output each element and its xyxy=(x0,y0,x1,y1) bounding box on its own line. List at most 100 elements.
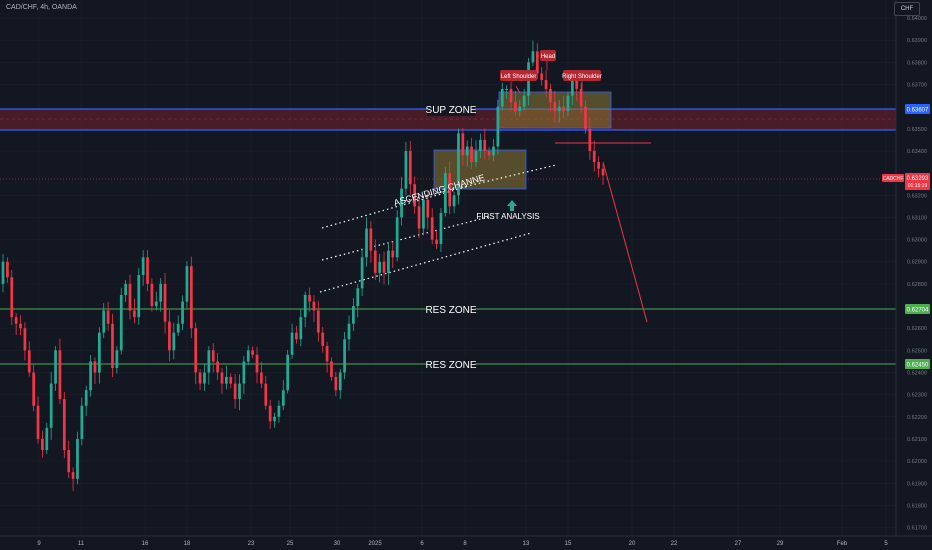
candle-body[interactable] xyxy=(203,372,206,384)
candle-body[interactable] xyxy=(343,339,346,373)
candle-body[interactable] xyxy=(378,261,381,273)
candle-body[interactable] xyxy=(496,106,500,147)
candle-body[interactable] xyxy=(23,328,27,351)
candle-body[interactable] xyxy=(408,150,412,185)
candle-body[interactable] xyxy=(181,301,184,324)
candle-body[interactable] xyxy=(119,294,123,351)
left-shoulder-label[interactable]: Left Shoulder xyxy=(500,70,537,81)
candle-body[interactable] xyxy=(14,317,18,324)
candle-body[interactable] xyxy=(430,217,434,240)
candle-body[interactable] xyxy=(137,275,141,318)
candle-body[interactable] xyxy=(207,350,211,373)
candle-body[interactable] xyxy=(80,405,84,439)
candle-body[interactable] xyxy=(255,354,259,373)
candle-body[interactable] xyxy=(216,361,219,373)
candle-body[interactable] xyxy=(584,106,587,129)
time-axis[interactable]: 9 11 16 18 23 25 30 2025 6 8 13 15 20 22 27 29 Feb 5 xyxy=(37,541,888,547)
candle-body[interactable] xyxy=(124,283,127,295)
candle-body[interactable] xyxy=(365,228,368,258)
candle-body[interactable] xyxy=(531,51,535,63)
res-zone-label-2[interactable]: RES ZONE xyxy=(425,360,476,371)
candle-body[interactable] xyxy=(404,150,408,189)
candle-body[interactable] xyxy=(483,139,487,151)
candle-body[interactable] xyxy=(356,288,360,307)
candle-body[interactable] xyxy=(36,405,40,439)
candle-body[interactable] xyxy=(395,217,399,258)
candle-body[interactable] xyxy=(325,345,329,362)
first-analysis-label[interactable]: FIRST ANALYSIS xyxy=(476,212,539,221)
candle-body[interactable] xyxy=(514,102,517,112)
candle-body[interactable] xyxy=(198,372,202,384)
candle-body[interactable] xyxy=(505,88,509,90)
candle-body[interactable] xyxy=(229,376,233,384)
candle-body[interactable] xyxy=(76,438,79,479)
candle-body[interactable] xyxy=(553,102,557,112)
candle-body[interactable] xyxy=(400,188,403,218)
candle-body[interactable] xyxy=(487,150,491,156)
candle-body[interactable] xyxy=(312,301,316,311)
candle-body[interactable] xyxy=(562,106,565,112)
candle-body[interactable] xyxy=(115,350,119,369)
candle-body[interactable] xyxy=(220,372,224,384)
candle-body[interactable] xyxy=(189,266,193,329)
candle-body[interactable] xyxy=(557,106,561,112)
candle-body[interactable] xyxy=(387,250,390,273)
candle-body[interactable] xyxy=(242,361,246,384)
sup-zone-label[interactable]: SUP ZONE xyxy=(426,105,477,116)
candle-body[interactable] xyxy=(71,472,75,479)
candle-body[interactable] xyxy=(106,310,110,324)
candle-body[interactable] xyxy=(194,328,198,373)
candle-body[interactable] xyxy=(268,405,272,422)
candle-body[interactable] xyxy=(146,257,149,284)
candle-body[interactable] xyxy=(273,416,276,422)
candle-body[interactable] xyxy=(303,294,307,318)
candle-body[interactable] xyxy=(492,146,495,156)
candle-body[interactable] xyxy=(518,106,522,112)
candle-body[interactable] xyxy=(163,283,167,322)
candle-body[interactable] xyxy=(500,88,504,107)
candle-body[interactable] xyxy=(465,146,469,156)
candle-body[interactable] xyxy=(260,372,263,384)
candle-body[interactable] xyxy=(566,95,570,112)
candle-body[interactable] xyxy=(238,383,241,400)
candle-body[interactable] xyxy=(426,199,430,218)
currency-button[interactable]: CHF xyxy=(894,2,920,16)
candle-body[interactable] xyxy=(439,213,443,245)
candle-body[interactable] xyxy=(185,266,189,302)
candle-body[interactable] xyxy=(373,250,377,273)
candle-body[interactable] xyxy=(93,361,97,373)
candle-body[interactable] xyxy=(27,350,31,373)
candle-body[interactable] xyxy=(58,350,62,400)
candle-body[interactable] xyxy=(159,283,163,302)
candle-body[interactable] xyxy=(251,350,254,355)
candle-body[interactable] xyxy=(150,283,154,307)
candle-body[interactable] xyxy=(246,350,250,362)
channel-lower-line[interactable] xyxy=(319,232,532,293)
head-label[interactable]: Head xyxy=(540,50,556,61)
candle-body[interactable] xyxy=(45,427,49,451)
candle-body[interactable] xyxy=(67,450,71,473)
candle-body[interactable] xyxy=(352,306,355,324)
candle-body[interactable] xyxy=(277,405,281,417)
candle-body[interactable] xyxy=(154,301,158,307)
candle-body[interactable] xyxy=(10,277,14,318)
candle-body[interactable] xyxy=(316,310,320,333)
candle-body[interactable] xyxy=(347,323,351,340)
candle-body[interactable] xyxy=(62,399,66,451)
candle-body[interactable] xyxy=(111,323,114,369)
candle-body[interactable] xyxy=(601,168,605,176)
candle-body[interactable] xyxy=(172,332,176,351)
candle-body[interactable] xyxy=(457,133,460,196)
candle-body[interactable] xyxy=(452,195,456,207)
candle-body[interactable] xyxy=(89,361,92,391)
candle-body[interactable] xyxy=(549,88,552,103)
candle-body[interactable] xyxy=(330,361,333,377)
candle-body[interactable] xyxy=(422,199,425,229)
candle-body[interactable] xyxy=(413,184,417,207)
candle-body[interactable] xyxy=(97,332,101,373)
candle-body[interactable] xyxy=(360,257,364,289)
candle-body[interactable] xyxy=(102,310,106,333)
candle-body[interactable] xyxy=(32,372,36,406)
right-shoulder-label[interactable]: Right Shoulder xyxy=(562,70,602,81)
